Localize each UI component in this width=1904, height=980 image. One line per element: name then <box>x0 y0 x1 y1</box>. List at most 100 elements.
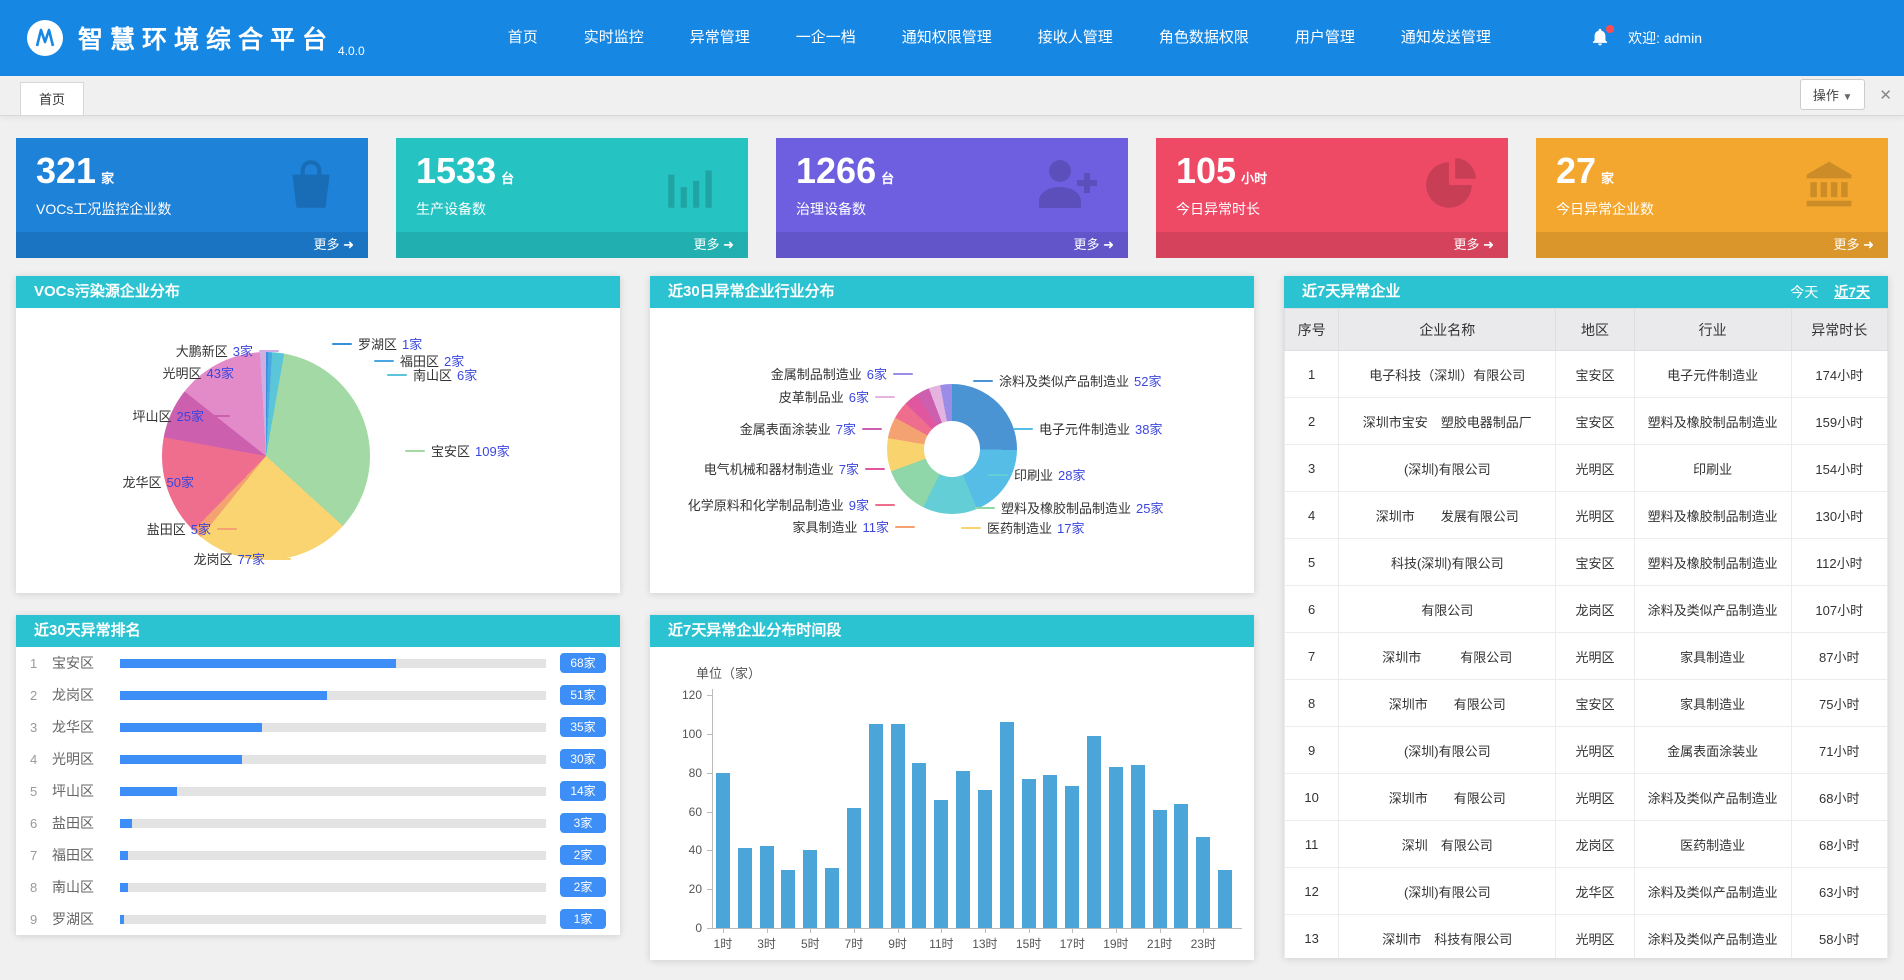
stat-unit: 台 <box>881 171 895 186</box>
table-cell: 涂料及类似产品制造业 <box>1633 773 1792 821</box>
hour-bar <box>1152 809 1167 928</box>
x-tick-mark <box>766 928 768 933</box>
hour-chart-title: 近7天异常企业分布时间段 <box>650 615 1254 647</box>
abnormal-table: 序号 企业名称 地区 行业 异常时长 1 电子科技（深圳）有限公司 宝安区 电子元件制造业 17… <box>1284 308 1888 958</box>
close-icon[interactable]: ✕ <box>1879 86 1892 104</box>
rank-bar-track <box>120 690 546 700</box>
ops-dropdown-button[interactable]: 操作 ▼ <box>1799 79 1866 110</box>
table-row: 4 深圳市 发展有限公司 光明区 塑料及橡胶制品制造业 130小时 <box>1284 491 1888 539</box>
rank-number: 1 <box>30 655 38 671</box>
x-tick-mark <box>1028 928 1030 933</box>
x-tick-label: 17时 <box>1059 937 1085 951</box>
x-tick-label: 5时 <box>800 937 820 951</box>
table-cell: 深圳市 发展有限公司 <box>1338 491 1557 539</box>
district_pie-label: 大鹏新区 3家 <box>176 341 285 360</box>
slice-name: 光明区 <box>162 366 202 381</box>
nav-item-5[interactable]: 通知权限管理 <box>901 29 992 46</box>
stat-card-top: 27 家 <box>1536 138 1888 192</box>
stat-unit: 家 <box>101 171 115 186</box>
hour-bar <box>1130 764 1145 928</box>
table-cell: 光明区 <box>1555 444 1635 492</box>
table-cell: (深圳)有限公司 <box>1338 444 1557 492</box>
y-tick-mark <box>707 850 712 852</box>
rank-count-badge: 1家 <box>560 909 606 929</box>
district-pie-chart: 罗湖区 1家 福田区 2家 南山区 6家 宝安区 109家 龙岗区 77家 盐田区 5家 龙华区 50家 坪… <box>16 308 620 593</box>
table-cell: 63小时 <box>1790 867 1888 915</box>
rank-bar-fill <box>120 882 129 892</box>
table-cell: 68小时 <box>1790 773 1888 821</box>
slice-name: 坪山区 <box>132 409 172 424</box>
slice-name: 电气机械和器材制造业 <box>703 462 834 477</box>
slice-value: 6家 <box>848 390 869 405</box>
nav-item-1[interactable]: 首页 <box>507 29 538 46</box>
nav-item-4[interactable]: 一企一档 <box>795 29 856 46</box>
district_pie-circle[interactable] <box>162 352 370 560</box>
nav-item-2[interactable]: 实时监控 <box>583 29 644 46</box>
rank-number: 9 <box>30 911 38 927</box>
more-link[interactable]: 更多 ➜ <box>396 232 748 258</box>
industry_donut-label: 家具制造业 11家 <box>792 517 921 536</box>
table-cell: 2 <box>1284 397 1340 445</box>
x-tick-label: 15时 <box>1015 937 1042 951</box>
leader-line <box>862 427 882 430</box>
slice-value: 3家 <box>232 344 253 359</box>
table-cell: 174小时 <box>1790 350 1888 398</box>
table-row: 13 深圳市 科技有限公司 光明区 涂料及类似产品制造业 58小时 <box>1284 914 1888 958</box>
more-link[interactable]: 更多 ➜ <box>776 232 1128 258</box>
table-cell: 68小时 <box>1790 820 1888 868</box>
nav-item-3[interactable]: 异常管理 <box>689 29 750 46</box>
rank-bar-fill <box>120 722 262 732</box>
rank-number: 8 <box>30 879 38 895</box>
arrow-right-icon: ➜ <box>1483 237 1494 252</box>
industry-donut-title: 近30日异常企业行业分布 <box>650 276 1254 308</box>
nav-item-9[interactable]: 通知发送管理 <box>1400 29 1491 46</box>
nav-right: 欢迎: admin <box>1590 25 1878 50</box>
stat-label: 今日异常时长 <box>1176 201 1260 217</box>
tab-home[interactable]: 首页 <box>20 82 85 115</box>
hour-bar <box>1087 735 1102 928</box>
slice-name: 家具制造业 <box>792 520 858 535</box>
industry_donut-label: 医药制造业 17家 <box>955 518 1084 537</box>
table-column-header: 序号 <box>1284 308 1340 351</box>
bell-icon[interactable] <box>1590 25 1615 50</box>
hour-bar <box>759 846 774 928</box>
slice-value: 6家 <box>866 367 887 382</box>
nav-menu: 首页 实时监控 异常管理 一企一档 通知权限管理 接收人管理 角色数据权限 用户管理 通知发送管… <box>485 0 1514 76</box>
hour-bar <box>977 790 992 928</box>
more-link[interactable]: 更多 ➜ <box>16 232 368 258</box>
stat-card-top: 105 小时 <box>1156 138 1508 192</box>
rank-number: 2 <box>30 687 38 703</box>
hour-bar <box>868 724 883 928</box>
table-column-header: 企业名称 <box>1338 308 1557 351</box>
slice-name: 金属表面涂装业 <box>739 422 831 437</box>
slice-value: 17家 <box>1057 521 1085 536</box>
left-column: VOCs污染源企业分布 罗湖区 1家 福田区 2家 南山区 6家 宝安区 109家 龙岗区 77家… <box>16 276 620 935</box>
x-tick-mark <box>853 928 855 933</box>
industry_donut-label: 皮革制品业 6家 <box>779 387 901 406</box>
arrow-right-icon: ➜ <box>343 237 354 252</box>
rank-row-1: 1 宝安区 68家 <box>16 647 620 679</box>
abnormal-table-panel: 近7天异常企业 今天 近7天 序号 企业名称 地区 行业 异常时长 1 电子科技（深圳）有限… <box>1284 276 1888 958</box>
table-cell: 龙华区 <box>1555 867 1635 915</box>
slice-value: 9家 <box>848 498 869 513</box>
table-filter-今天[interactable]: 今天 <box>1790 284 1819 300</box>
stat-value: 27 <box>1556 150 1597 191</box>
table-row: 8 深圳市 有限公司 宝安区 家具制造业 75小时 <box>1284 679 1888 727</box>
table-filter-近7天[interactable]: 近7天 <box>1834 284 1870 300</box>
x-tick-mark <box>984 928 986 933</box>
slice-name: 皮革制品业 <box>778 390 844 405</box>
slice-value: 1家 <box>402 337 423 352</box>
rank-count-badge: 30家 <box>560 749 606 769</box>
nav-item-7[interactable]: 角色数据权限 <box>1158 29 1249 46</box>
nav-item-6[interactable]: 接收人管理 <box>1037 29 1113 46</box>
more-link[interactable]: 更多 ➜ <box>1156 232 1508 258</box>
more-link[interactable]: 更多 ➜ <box>1536 232 1888 258</box>
rank-number: 5 <box>30 783 38 799</box>
app-title: 智慧环境综合平台 <box>78 26 335 54</box>
rank-row-6: 6 盐田区 3家 <box>16 807 620 839</box>
nav-item-8[interactable]: 用户管理 <box>1294 29 1355 46</box>
industry-donut-panel: 近30日异常企业行业分布 涂料及类似产品制造业 52家 电子元件制造业 38家 印刷业 2… <box>650 276 1254 593</box>
table-cell: 75小时 <box>1790 679 1888 727</box>
y-axis-line <box>712 689 713 929</box>
hour-bar <box>737 848 752 928</box>
